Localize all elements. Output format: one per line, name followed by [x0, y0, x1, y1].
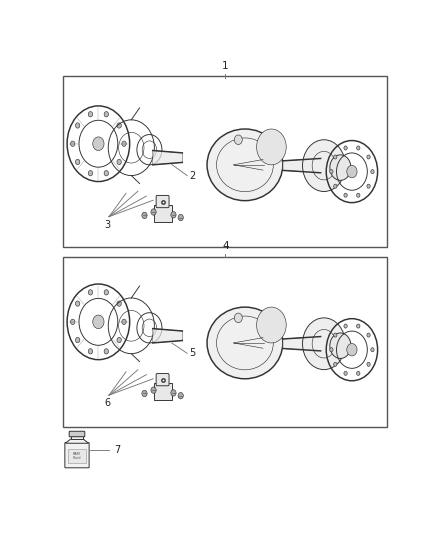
Circle shape — [178, 214, 184, 221]
Circle shape — [334, 155, 337, 159]
Bar — [63, 76, 387, 247]
Polygon shape — [283, 158, 321, 173]
Circle shape — [117, 159, 121, 165]
Circle shape — [104, 111, 109, 117]
Circle shape — [88, 111, 93, 117]
Circle shape — [75, 301, 80, 306]
Circle shape — [367, 333, 370, 337]
Circle shape — [330, 155, 351, 180]
Circle shape — [104, 290, 109, 295]
Circle shape — [71, 319, 75, 325]
Text: 6: 6 — [104, 399, 110, 408]
Circle shape — [178, 392, 184, 399]
Circle shape — [330, 348, 333, 352]
Circle shape — [142, 212, 147, 219]
Circle shape — [357, 146, 360, 150]
Circle shape — [88, 171, 93, 176]
Circle shape — [93, 315, 104, 329]
Polygon shape — [66, 439, 88, 443]
Circle shape — [88, 290, 93, 295]
Circle shape — [234, 313, 242, 322]
Circle shape — [357, 372, 360, 375]
Ellipse shape — [207, 307, 283, 379]
Circle shape — [257, 307, 286, 343]
Circle shape — [117, 337, 121, 343]
FancyBboxPatch shape — [65, 442, 89, 468]
Circle shape — [104, 171, 109, 176]
Text: 5: 5 — [189, 348, 195, 358]
Circle shape — [367, 362, 370, 366]
Circle shape — [344, 146, 347, 150]
Circle shape — [344, 193, 347, 197]
Circle shape — [122, 319, 126, 325]
Circle shape — [344, 324, 347, 328]
Circle shape — [117, 301, 121, 306]
Circle shape — [303, 140, 345, 191]
Circle shape — [104, 349, 109, 354]
FancyBboxPatch shape — [156, 196, 169, 208]
Circle shape — [371, 348, 374, 352]
Circle shape — [347, 165, 357, 178]
Text: 1: 1 — [222, 61, 229, 71]
FancyBboxPatch shape — [154, 205, 172, 222]
Circle shape — [171, 212, 176, 218]
Circle shape — [347, 343, 357, 356]
Circle shape — [122, 141, 126, 147]
Text: 2: 2 — [189, 171, 195, 181]
Circle shape — [151, 387, 156, 393]
Circle shape — [334, 362, 337, 366]
Circle shape — [257, 129, 286, 165]
Circle shape — [330, 169, 333, 174]
Circle shape — [75, 159, 80, 165]
Text: 3: 3 — [104, 220, 110, 230]
Circle shape — [371, 169, 374, 174]
Circle shape — [334, 184, 337, 188]
Circle shape — [234, 135, 242, 144]
Text: RAM
Fluid: RAM Fluid — [73, 451, 81, 460]
FancyBboxPatch shape — [68, 449, 86, 464]
Circle shape — [334, 333, 337, 337]
Polygon shape — [283, 336, 321, 351]
Text: 7: 7 — [114, 445, 120, 455]
FancyBboxPatch shape — [156, 374, 169, 386]
Polygon shape — [153, 329, 182, 343]
Circle shape — [117, 123, 121, 128]
Circle shape — [344, 372, 347, 375]
FancyBboxPatch shape — [154, 383, 172, 400]
FancyBboxPatch shape — [69, 431, 85, 437]
Circle shape — [357, 324, 360, 328]
Circle shape — [357, 193, 360, 197]
Circle shape — [142, 390, 147, 397]
Circle shape — [151, 209, 156, 215]
Circle shape — [71, 141, 75, 147]
Circle shape — [93, 137, 104, 150]
Circle shape — [75, 337, 80, 343]
Bar — [63, 257, 387, 427]
Ellipse shape — [207, 129, 283, 200]
Circle shape — [88, 349, 93, 354]
Text: 4: 4 — [222, 241, 229, 251]
Circle shape — [330, 333, 351, 359]
FancyBboxPatch shape — [71, 435, 83, 439]
Circle shape — [303, 318, 345, 369]
Polygon shape — [153, 150, 182, 165]
Circle shape — [367, 184, 370, 188]
Circle shape — [367, 155, 370, 159]
Circle shape — [75, 123, 80, 128]
Circle shape — [171, 390, 176, 396]
